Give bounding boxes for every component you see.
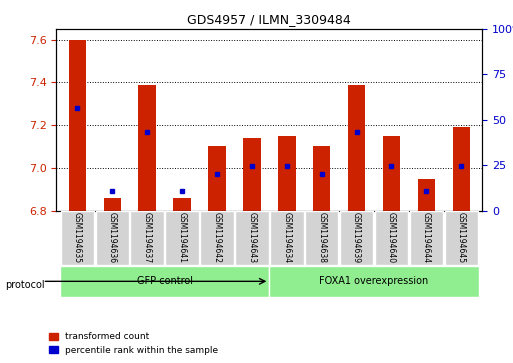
Bar xyxy=(104,198,121,211)
Bar xyxy=(278,136,295,211)
FancyBboxPatch shape xyxy=(340,211,373,265)
FancyBboxPatch shape xyxy=(235,211,269,265)
FancyBboxPatch shape xyxy=(445,211,478,265)
FancyBboxPatch shape xyxy=(270,211,304,265)
Bar xyxy=(243,138,261,211)
FancyBboxPatch shape xyxy=(95,211,129,265)
Text: protocol: protocol xyxy=(5,280,45,290)
FancyBboxPatch shape xyxy=(60,266,269,297)
Bar xyxy=(208,147,226,211)
Text: GSM1194640: GSM1194640 xyxy=(387,212,396,263)
Text: GSM1194635: GSM1194635 xyxy=(73,212,82,263)
Bar xyxy=(418,179,435,211)
Bar xyxy=(383,136,400,211)
Bar xyxy=(348,85,365,211)
Legend: transformed count, percentile rank within the sample: transformed count, percentile rank withi… xyxy=(46,329,222,359)
Text: GSM1194645: GSM1194645 xyxy=(457,212,466,263)
Title: GDS4957 / ILMN_3309484: GDS4957 / ILMN_3309484 xyxy=(187,13,351,26)
FancyBboxPatch shape xyxy=(165,211,199,265)
Text: GSM1194641: GSM1194641 xyxy=(177,212,187,263)
FancyBboxPatch shape xyxy=(269,266,479,297)
Text: GFP control: GFP control xyxy=(136,276,192,286)
Text: FOXA1 overexpression: FOXA1 overexpression xyxy=(320,276,429,286)
Text: GSM1194644: GSM1194644 xyxy=(422,212,431,263)
FancyBboxPatch shape xyxy=(374,211,408,265)
FancyBboxPatch shape xyxy=(61,211,94,265)
FancyBboxPatch shape xyxy=(130,211,164,265)
Text: GSM1194642: GSM1194642 xyxy=(212,212,222,263)
Bar xyxy=(69,40,86,211)
Text: GSM1194636: GSM1194636 xyxy=(108,212,117,263)
Text: GSM1194637: GSM1194637 xyxy=(143,212,152,263)
FancyBboxPatch shape xyxy=(305,211,339,265)
Text: GSM1194643: GSM1194643 xyxy=(247,212,256,263)
Text: GSM1194638: GSM1194638 xyxy=(317,212,326,263)
Text: GSM1194634: GSM1194634 xyxy=(282,212,291,263)
Bar xyxy=(313,147,330,211)
Bar xyxy=(173,198,191,211)
Text: GSM1194639: GSM1194639 xyxy=(352,212,361,263)
FancyBboxPatch shape xyxy=(409,211,443,265)
FancyBboxPatch shape xyxy=(200,211,234,265)
Bar xyxy=(139,85,156,211)
Bar xyxy=(452,127,470,211)
